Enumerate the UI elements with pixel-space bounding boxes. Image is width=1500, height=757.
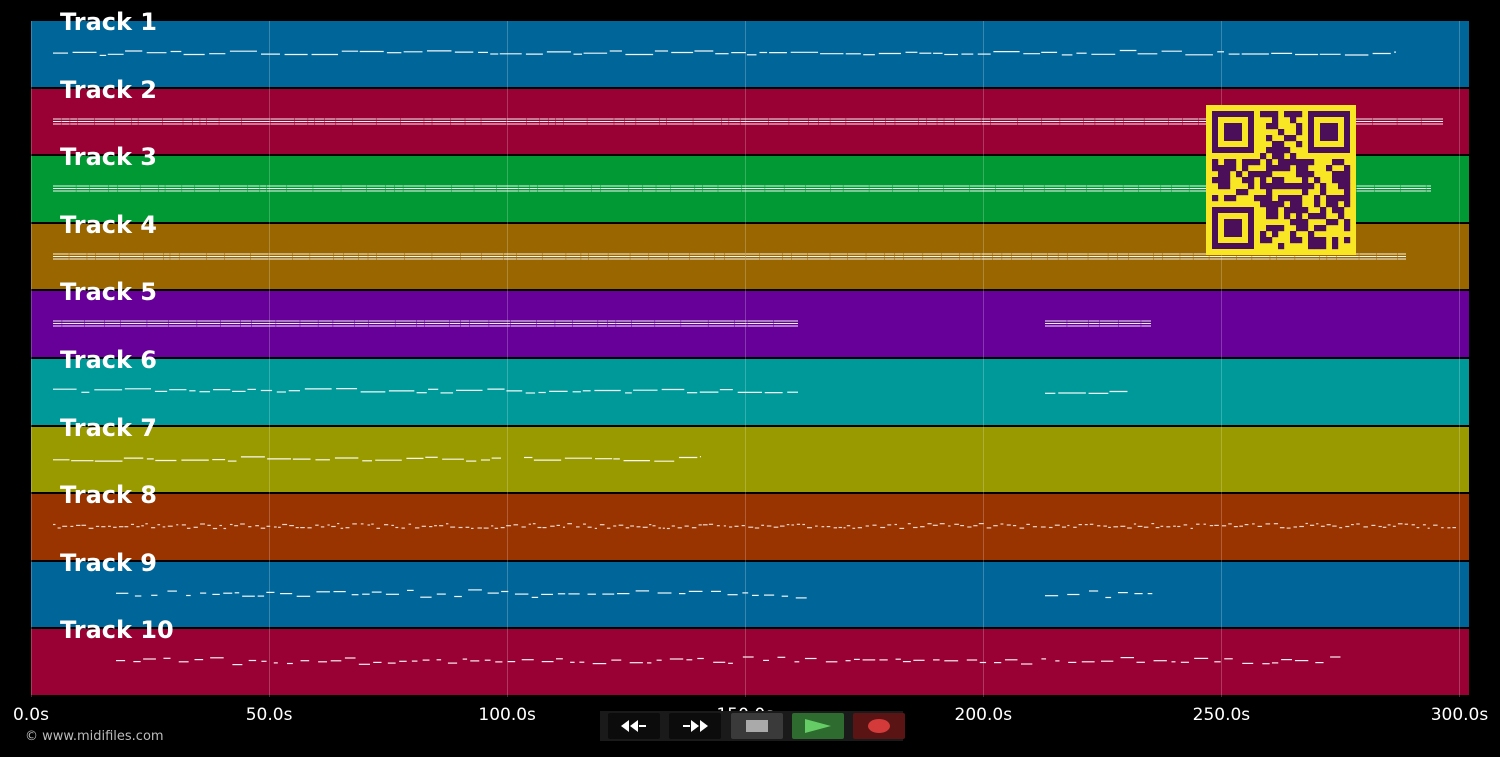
- time-tick-label: 50.0s: [245, 705, 293, 725]
- track-lanes: Track 1 Track 2 Track 3 Track 4 Track 5 Track…: [31, 9, 1469, 697]
- track-label: Track 4: [60, 210, 158, 239]
- track-notes: [116, 589, 1153, 599]
- qr-code[interactable]: [1206, 105, 1356, 255]
- copyright-notice: © www.midifiles.com: [25, 729, 164, 744]
- transport-controls: [600, 711, 905, 741]
- track-lane: Track 1: [31, 9, 1469, 89]
- track-lane: Track 10: [31, 617, 1469, 697]
- track-lane: Track 4: [31, 212, 1469, 292]
- play-button[interactable]: [792, 713, 844, 739]
- track-lane: Track 5: [31, 279, 1469, 359]
- track-label: Track 10: [60, 616, 174, 645]
- track-notes: [53, 523, 1456, 530]
- track-notes: [116, 656, 1341, 666]
- track-label: Track 1: [60, 8, 158, 36]
- track-label: Track 9: [60, 548, 158, 577]
- track-notes: [53, 118, 1443, 125]
- time-tick-label: 100.0s: [478, 705, 536, 725]
- rewind-icon: [621, 720, 646, 732]
- track-label: Track 8: [60, 481, 158, 510]
- time-tick-label: 250.0s: [1192, 705, 1251, 725]
- track-notes: [53, 388, 1128, 395]
- track-notes: [53, 253, 1406, 260]
- track-lane: Track 9: [31, 550, 1469, 630]
- record-button[interactable]: [853, 713, 905, 739]
- track-label: Track 3: [60, 143, 158, 172]
- fast-forward-button[interactable]: [669, 713, 721, 739]
- track-notes: [53, 455, 701, 462]
- track-label: Track 2: [60, 75, 158, 104]
- track-label: Track 5: [60, 278, 158, 307]
- qr-code-image: [1212, 111, 1351, 250]
- stop-button[interactable]: [731, 713, 783, 739]
- fast-forward-icon: [683, 720, 708, 732]
- time-tick-label: 0.0s: [13, 705, 49, 725]
- record-icon: [868, 719, 890, 733]
- time-tick-label: 300.0s: [1430, 705, 1489, 725]
- track-lane: Track 7: [31, 415, 1469, 495]
- track-notes: [53, 49, 1396, 57]
- rewind-button[interactable]: [608, 713, 660, 739]
- track-label: Track 6: [60, 346, 158, 374]
- time-tick-label: 200.0s: [954, 705, 1013, 725]
- track-notes: [53, 320, 1151, 327]
- track-lane: Track 8: [31, 482, 1469, 562]
- track-lane: Track 6: [31, 347, 1469, 427]
- play-icon: [805, 719, 831, 733]
- track-notes: [53, 185, 1431, 192]
- track-label: Track 7: [60, 413, 158, 442]
- stop-icon: [746, 720, 768, 732]
